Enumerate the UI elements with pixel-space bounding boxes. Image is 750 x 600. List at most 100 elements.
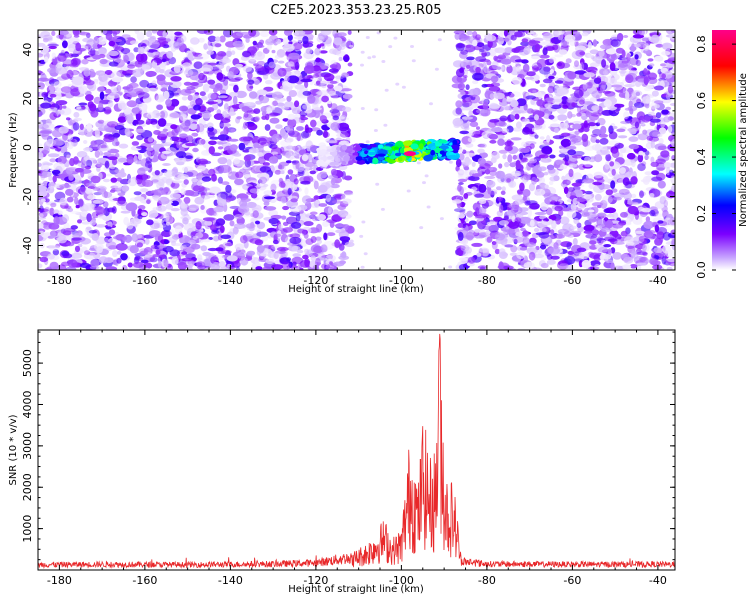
heatmap-cell [126, 84, 134, 92]
heatmap-cell [310, 202, 318, 208]
heatmap-cell [522, 118, 528, 122]
heatmap-cell [471, 242, 483, 247]
heatmap-cell [383, 123, 388, 127]
heatmap-cell [539, 66, 552, 75]
heatmap-cell [83, 203, 95, 211]
heatmap-cell [564, 34, 576, 43]
heatmap-cell [527, 158, 538, 164]
heatmap-cell [595, 139, 600, 144]
heatmap-cell [136, 134, 144, 141]
heatmap-cell [125, 115, 135, 123]
heatmap-cell [284, 126, 291, 131]
heatmap-cell [515, 121, 522, 129]
heatmap-cell [183, 190, 195, 196]
heatmap-cell [459, 130, 470, 135]
heatmap-cell [496, 186, 502, 191]
heatmap-cell [176, 151, 187, 159]
figure-title: C2E5.2023.353.23.25.R05 [270, 3, 441, 18]
heatmap-cell [597, 247, 609, 253]
heatmap-cell [208, 237, 213, 240]
heatmap-cell [226, 255, 238, 262]
heatmap-cell [576, 112, 582, 117]
heatmap-cell [650, 140, 655, 149]
heatmap-cell [455, 107, 462, 115]
heatmap-cell [57, 236, 68, 244]
heatmap-cell [502, 97, 507, 107]
heatmap-cell [644, 171, 653, 176]
heatmap-cell [157, 118, 167, 127]
heatmap-cell [457, 231, 464, 241]
heatmap-cell [658, 127, 667, 134]
heatmap-cell [99, 58, 108, 65]
heatmap-cell [566, 180, 572, 185]
heatmap-cell [411, 59, 416, 63]
heatmap-cell [242, 65, 252, 73]
heatmap-cell [196, 139, 204, 145]
heatmap-cell [527, 208, 532, 218]
heatmap-cell [616, 128, 626, 133]
heatmap-cell [130, 76, 137, 83]
heatmap-cell [248, 91, 258, 99]
heatmap-cell [116, 200, 128, 206]
heatmap-cell [59, 184, 71, 189]
heatmap-cell [193, 95, 199, 100]
heatmap-cell [38, 120, 44, 129]
heatmap-cell [561, 132, 571, 137]
heatmap-cell [191, 51, 197, 56]
heatmap-cell [274, 54, 281, 60]
heatmap-cell [603, 208, 611, 214]
heatmap-cell [529, 219, 535, 227]
heatmap-cell [647, 58, 654, 62]
heatmap-cell [608, 140, 619, 146]
heatmap-cell [248, 30, 257, 37]
heatmap-cell [292, 183, 298, 191]
heatmap-cell [340, 88, 352, 92]
heatmap-cell [39, 256, 49, 263]
heatmap-cell [234, 243, 245, 251]
heatmap-cell [530, 109, 541, 114]
heatmap-cell [138, 102, 148, 111]
heatmap-cell [156, 104, 164, 111]
heatmap-cell [662, 231, 671, 241]
heatmap-cell [498, 171, 506, 180]
heatmap-cell [544, 184, 549, 189]
heatmap-cell [452, 199, 462, 204]
heatmap-cell [300, 214, 312, 223]
heatmap-cell [246, 250, 256, 256]
heatmap-cell [259, 39, 265, 45]
heatmap-cell [259, 166, 272, 173]
heatmap-cell [114, 125, 125, 131]
heatmap-cell [568, 168, 574, 178]
heatmap-cell [129, 40, 139, 45]
heatmap-cell [280, 139, 292, 147]
heatmap-cell [360, 63, 364, 67]
heatmap-cell [532, 89, 537, 94]
heatmap-cell [43, 123, 55, 130]
heatmap-cell [514, 59, 526, 63]
heatmap-cell [572, 31, 581, 35]
heatmap-cell [463, 35, 470, 40]
heatmap-cell [475, 56, 487, 62]
heatmap-cell [198, 72, 206, 81]
heatmap-cell [582, 82, 588, 90]
heatmap-cell [562, 105, 569, 109]
heatmap-cell [197, 254, 203, 262]
heatmap-cell [429, 102, 433, 106]
heatmap-cell [609, 62, 616, 71]
heatmap-cell [512, 154, 518, 160]
heatmap-cell [255, 266, 263, 270]
heatmap-cell [634, 230, 645, 234]
heatmap-cell [62, 230, 72, 236]
heatmap-cell [270, 252, 282, 260]
heatmap-cell [393, 36, 398, 40]
heatmap-cell [332, 115, 339, 121]
heatmap-cell [541, 146, 552, 154]
heatmap-cell [519, 247, 528, 251]
heatmap-cell [649, 63, 655, 67]
heatmap-cell [482, 101, 489, 111]
heatmap-cell [602, 70, 609, 76]
heatmap-cell [340, 213, 352, 220]
heatmap-cell [471, 173, 483, 177]
heatmap-cell [208, 168, 216, 177]
heatmap-cell [288, 90, 297, 97]
